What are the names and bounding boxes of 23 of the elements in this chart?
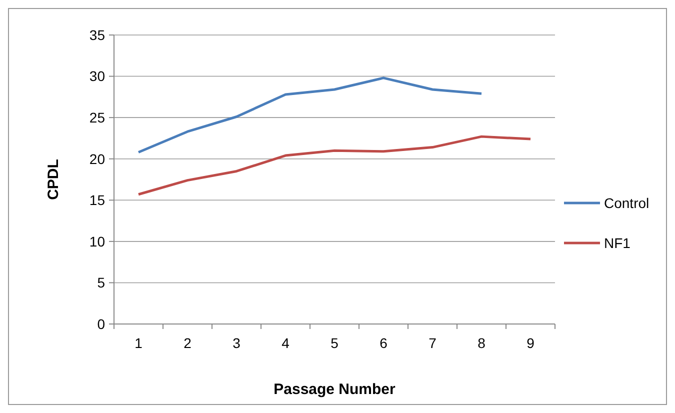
x-tick-label: 3 bbox=[232, 335, 241, 351]
x-tick-label: 7 bbox=[428, 335, 437, 351]
y-tick-label: 15 bbox=[89, 192, 106, 208]
x-tick-label: 6 bbox=[380, 335, 388, 351]
y-axis-title: CPDL bbox=[45, 159, 62, 200]
y-tick-label: 10 bbox=[89, 233, 106, 250]
x-tick-label: 9 bbox=[526, 335, 535, 351]
x-tick-label: 8 bbox=[478, 335, 486, 351]
y-tick-label: 0 bbox=[97, 316, 106, 332]
x-tick-label: 2 bbox=[184, 335, 192, 351]
line-series bbox=[137, 76, 483, 154]
x-tick-label: 5 bbox=[330, 335, 339, 351]
y-tick-label: 5 bbox=[97, 274, 106, 291]
legend-label: Control bbox=[604, 194, 650, 211]
y-tick-label: 30 bbox=[89, 68, 106, 84]
x-tick-label: 1 bbox=[134, 335, 143, 351]
legend-label: NF1 bbox=[604, 234, 631, 251]
line-series bbox=[137, 135, 532, 196]
y-tick-label: 25 bbox=[89, 109, 106, 126]
y-tick-label: 35 bbox=[89, 26, 106, 43]
x-axis-title: Passage Number bbox=[274, 381, 396, 398]
x-tick-label: 4 bbox=[282, 335, 290, 351]
y-tick-label: 20 bbox=[89, 150, 106, 167]
